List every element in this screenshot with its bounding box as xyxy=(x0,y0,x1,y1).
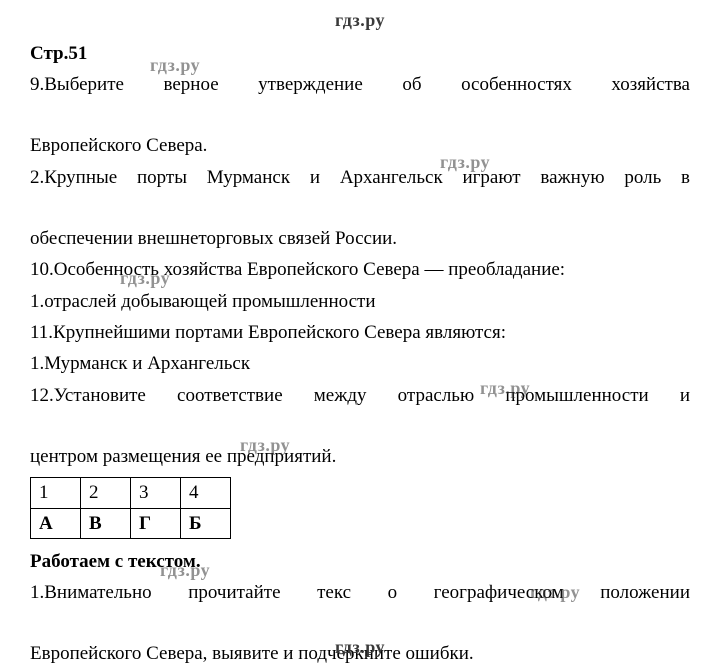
section-title: Работаем с текстом. xyxy=(30,547,690,576)
question-11: 11.Крупнейшими портами Европейского Севе… xyxy=(30,318,690,347)
question-9-line1: 9.Выберите верное утверждение об особенн… xyxy=(30,70,690,129)
question-9-line2: Европейского Севера. xyxy=(30,131,690,160)
table-header-cell: 2 xyxy=(81,478,131,508)
answer-9-line1: 2.Крупные порты Мурманск и Архангельск и… xyxy=(30,163,690,222)
table-header-cell: 3 xyxy=(131,478,181,508)
document-content: Стр.51 9.Выберите верное утверждение об … xyxy=(30,39,690,670)
question-10: 10.Особенность хозяйства Европейского Се… xyxy=(30,255,690,284)
table-answer-cell: Б xyxy=(181,508,231,538)
table-row: 1 2 3 4 xyxy=(31,478,231,508)
table-answer-cell: Г xyxy=(131,508,181,538)
header-brand: гдз.ру xyxy=(30,10,690,31)
table-header-cell: 1 xyxy=(31,478,81,508)
table-answer-cell: А xyxy=(31,508,81,538)
table-row: А В Г Б xyxy=(31,508,231,538)
table-header-cell: 4 xyxy=(181,478,231,508)
task-1-line1: 1.Внимательно прочитайте текс о географи… xyxy=(30,578,690,637)
page-number-label: Стр.51 xyxy=(30,39,690,68)
question-12-line1: 12.Установите соответствие между отрасль… xyxy=(30,381,690,440)
question-12-line2: центром размещения ее предприятий. xyxy=(30,442,690,471)
answer-10: 1.отраслей добывающей промышленности xyxy=(30,287,690,316)
page: гдз.ру Стр.51 9.Выберите верное утвержде… xyxy=(0,0,720,670)
table-answer-cell: В xyxy=(81,508,131,538)
match-table: 1 2 3 4 А В Г Б xyxy=(30,477,231,539)
footer-brand: гдз.ру xyxy=(0,637,720,658)
answer-11: 1.Мурманск и Архангельск xyxy=(30,349,690,378)
answer-9-line2: обеспечении внешнеторговых связей России… xyxy=(30,224,690,253)
